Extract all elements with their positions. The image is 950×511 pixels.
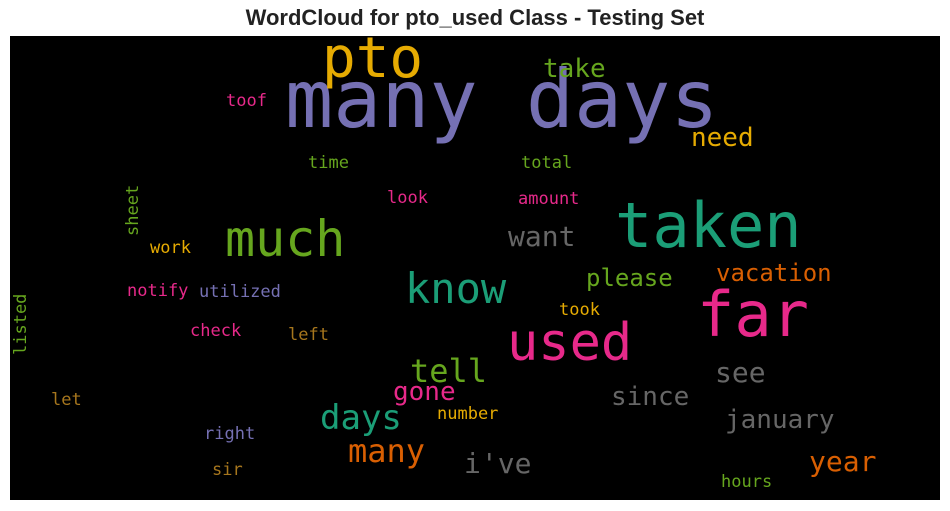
word-used: used bbox=[507, 313, 632, 373]
word-much: much bbox=[225, 210, 345, 268]
wordcloud-svg: many daysptotakenfarusedmuchknowtakeneed… bbox=[11, 36, 876, 492]
word-vacation: vacation bbox=[716, 259, 832, 287]
word-january: january bbox=[725, 405, 835, 435]
word-utilized: utilized bbox=[199, 282, 281, 302]
word-days: days bbox=[320, 398, 402, 438]
word-time: time bbox=[308, 153, 349, 173]
word-year: year bbox=[809, 445, 876, 478]
word-listed: listed bbox=[11, 294, 31, 355]
word-notify: notify bbox=[127, 281, 188, 301]
word-many: many bbox=[348, 432, 425, 470]
word-work: work bbox=[150, 238, 191, 258]
word-left: left bbox=[288, 325, 329, 345]
word-want: want bbox=[508, 220, 575, 253]
word-since: since bbox=[611, 382, 689, 412]
word-look: look bbox=[387, 188, 428, 208]
word-know: know bbox=[405, 264, 507, 313]
word-many-days: many days bbox=[285, 53, 718, 146]
word-need: need bbox=[691, 123, 754, 153]
word-right: right bbox=[204, 424, 255, 444]
word-check: check bbox=[190, 321, 241, 341]
word-took: took bbox=[559, 300, 600, 320]
word-pto: pto bbox=[322, 36, 423, 91]
chart-title: WordCloud for pto_used Class - Testing S… bbox=[245, 5, 705, 30]
word-toof: toof bbox=[226, 91, 267, 111]
word-number: number bbox=[437, 404, 498, 424]
word-taken: taken bbox=[615, 189, 802, 262]
word-sheet: sheet bbox=[123, 185, 143, 236]
word-take: take bbox=[543, 54, 606, 84]
word-hours: hours bbox=[721, 472, 772, 492]
word-see: see bbox=[715, 356, 766, 389]
word-please: please bbox=[586, 264, 673, 292]
word-tell: tell bbox=[410, 352, 487, 390]
word-total: total bbox=[521, 153, 572, 173]
word-gone: gone bbox=[393, 377, 456, 407]
word-far: far bbox=[697, 278, 809, 351]
word-i-ve: i've bbox=[464, 447, 531, 480]
word-amount: amount bbox=[518, 189, 579, 209]
word-let: let bbox=[51, 390, 82, 410]
word-sir: sir bbox=[212, 460, 243, 480]
wordcloud-canvas: many days pto taken far used much know take need… bbox=[10, 36, 940, 500]
